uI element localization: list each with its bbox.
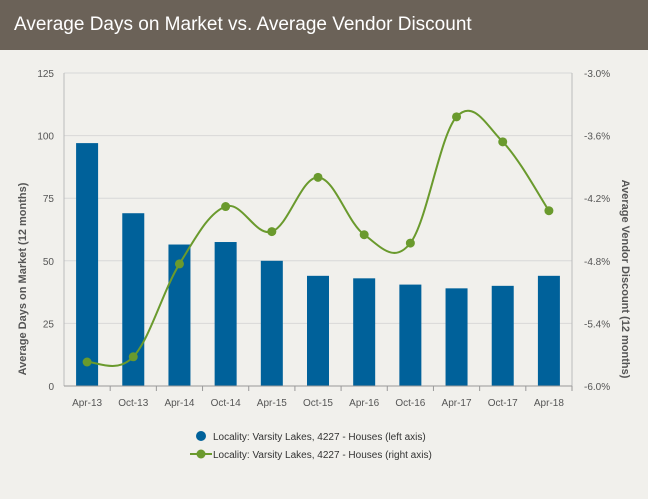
right-tick-label: -6.0% [584, 382, 610, 393]
x-tick-label: Apr-15 [257, 398, 287, 409]
legend-line-label: Locality: Varsity Lakes, 4227 - Houses (… [213, 450, 432, 461]
left-tick-label: 25 [43, 319, 55, 330]
x-tick-label: Oct-17 [488, 398, 518, 409]
combo-chart: 0 25 50 75 100 125 -6.0% -5.4% -4.8% -4.2% -3.6% -3… [17, 69, 631, 461]
legend-item-line[interactable]: Locality: Varsity Lakes, 4227 - Houses (… [190, 449, 432, 462]
x-tick-label: Apr-18 [534, 398, 564, 409]
right-tick-label: -3.0% [584, 69, 610, 80]
left-tick-label: 125 [37, 69, 54, 80]
x-tick-label: Apr-13 [72, 398, 102, 409]
grid-lines [64, 72, 572, 324]
legend-item-bars[interactable]: Locality: Varsity Lakes, 4227 - Houses (… [196, 431, 426, 443]
line-point[interactable] [174, 259, 184, 269]
right-tick-label: -5.4% [584, 319, 610, 330]
x-tick-label: Apr-14 [164, 398, 194, 409]
chart-header: Average Days on Market vs. Average Vendo… [0, 0, 648, 50]
right-tick-label: -4.2% [584, 194, 610, 205]
chart-title: Average Days on Market vs. Average Vendo… [14, 14, 472, 35]
bar[interactable] [168, 244, 191, 386]
axes [63, 73, 573, 391]
bar[interactable] [353, 278, 376, 386]
line-point[interactable] [267, 227, 277, 237]
line-point[interactable] [498, 137, 508, 147]
bar[interactable] [399, 284, 422, 386]
x-tick-label: Oct-13 [118, 398, 148, 409]
bar[interactable] [537, 275, 560, 386]
chart-area: 0 25 50 75 100 125 -6.0% -5.4% -4.8% -4.2% -3.6% -3… [0, 50, 648, 499]
line-point[interactable] [313, 172, 323, 182]
bar[interactable] [491, 285, 514, 386]
legend-bar-label: Locality: Varsity Lakes, 4227 - Houses (… [213, 432, 426, 443]
x-tick-label: Apr-16 [349, 398, 379, 409]
x-tick-label: Oct-14 [211, 398, 241, 409]
line-point[interactable] [359, 230, 369, 240]
line-point[interactable] [452, 112, 462, 122]
bar[interactable] [445, 288, 468, 386]
line-point[interactable] [128, 352, 138, 362]
bar[interactable] [76, 143, 99, 386]
bar[interactable] [214, 242, 237, 386]
x-tick-label: Oct-15 [303, 398, 333, 409]
left-axis-title: Average Days on Market (12 months) [17, 182, 29, 375]
line-series [82, 109, 554, 367]
x-tick-label: Apr-17 [442, 398, 472, 409]
bar[interactable] [122, 213, 145, 386]
x-tick-label: Oct-16 [395, 398, 425, 409]
left-tick-label: 50 [43, 257, 55, 268]
left-tick-label: 100 [37, 132, 54, 143]
left-tick-label: 75 [43, 194, 55, 205]
right-tick-label: -3.6% [584, 132, 610, 143]
legend-line-marker [196, 449, 206, 459]
line-point[interactable] [221, 202, 231, 212]
bar[interactable] [307, 275, 329, 386]
legend: Locality: Varsity Lakes, 4227 - Houses (… [190, 431, 432, 461]
right-tick-label: -4.8% [584, 257, 610, 268]
left-tick-label: 0 [48, 382, 54, 393]
bar[interactable] [260, 260, 283, 386]
bar-series [76, 143, 560, 386]
line-point[interactable] [544, 206, 554, 216]
axis-labels: 0 25 50 75 100 125 -6.0% -5.4% -4.8% -4.2% -3.6% -3… [37, 69, 610, 409]
line-point[interactable] [82, 357, 92, 367]
right-axis-title: Average Vendor Discount (12 months) [619, 180, 631, 379]
line-point[interactable] [405, 238, 415, 248]
legend-bar-marker [196, 431, 206, 441]
